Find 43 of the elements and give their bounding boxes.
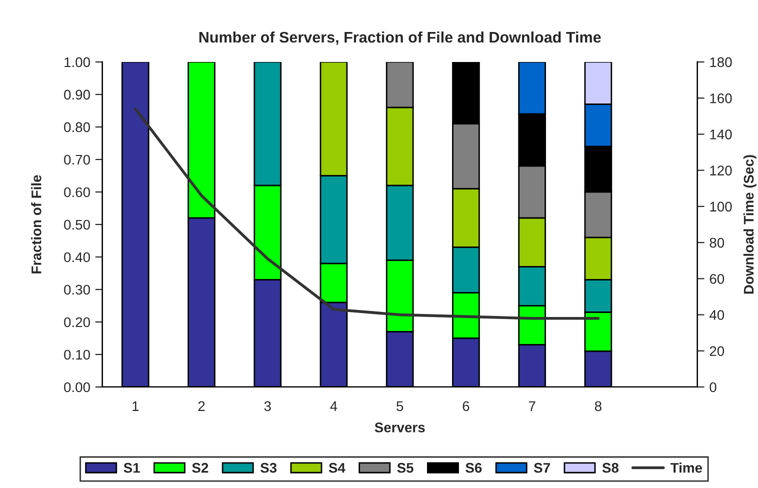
x-tick-label: 2 — [198, 401, 205, 411]
y2-tick-label: 180 — [710, 57, 732, 68]
x-tick-label: 1 — [132, 401, 139, 411]
x-tick-label: 6 — [462, 401, 470, 412]
x-axis-title: Servers — [374, 422, 425, 432]
y2-tick-label: 0 — [710, 382, 716, 392]
y2-tick-label: 100 — [710, 202, 732, 212]
legend-label: S2 — [192, 462, 208, 473]
x-tick-label: 7 — [528, 401, 536, 411]
legend-label: S5 — [397, 462, 414, 473]
y-tick-label: 0.90 — [64, 90, 90, 100]
legend-label: S6 — [466, 462, 482, 473]
y-tick-label: 0.60 — [64, 187, 90, 198]
y-tick-label: 0.40 — [64, 252, 90, 262]
x-tick-label: 8 — [594, 401, 602, 412]
y2-tick-label: 60 — [710, 274, 724, 284]
y2-axis-title: Download Time (Sec) — [743, 155, 756, 294]
y2-tick-label: 140 — [710, 130, 732, 140]
y2-tick-label: 20 — [710, 346, 724, 356]
legend-label: S7 — [534, 462, 550, 473]
y-tick-label: 0.80 — [64, 122, 90, 132]
y-tick-label: 0.20 — [64, 317, 90, 328]
y-axis-title: Fraction of File — [31, 175, 42, 274]
chart-title: Number of Servers, Fraction of File and Download Time — [199, 31, 601, 45]
legend-label: S3 — [260, 462, 277, 473]
y2-tick-label: 80 — [710, 238, 724, 248]
y-tick-label: 0.10 — [64, 350, 90, 360]
y2-tick-label: 120 — [710, 166, 732, 176]
x-tick-label: 3 — [264, 401, 271, 412]
y2-tick-label: 40 — [709, 310, 724, 320]
x-tick-label: 5 — [396, 401, 404, 412]
legend-label: Time — [670, 462, 702, 473]
x-tick-label: 4 — [330, 401, 338, 411]
legend-label: S1 — [124, 462, 140, 473]
y-tick-label: 1.00 — [64, 57, 90, 68]
legend-label: S4 — [328, 462, 346, 473]
y-tick-label: 0.50 — [64, 220, 90, 230]
y2-tick-label: 160 — [710, 93, 732, 104]
y-tick-label: 0.00 — [64, 382, 90, 392]
y-tick-label: 0.70 — [64, 154, 90, 165]
y-tick-label: 0.30 — [64, 284, 90, 295]
line-series — [134, 108, 600, 320]
legend-label: S8 — [602, 462, 619, 473]
